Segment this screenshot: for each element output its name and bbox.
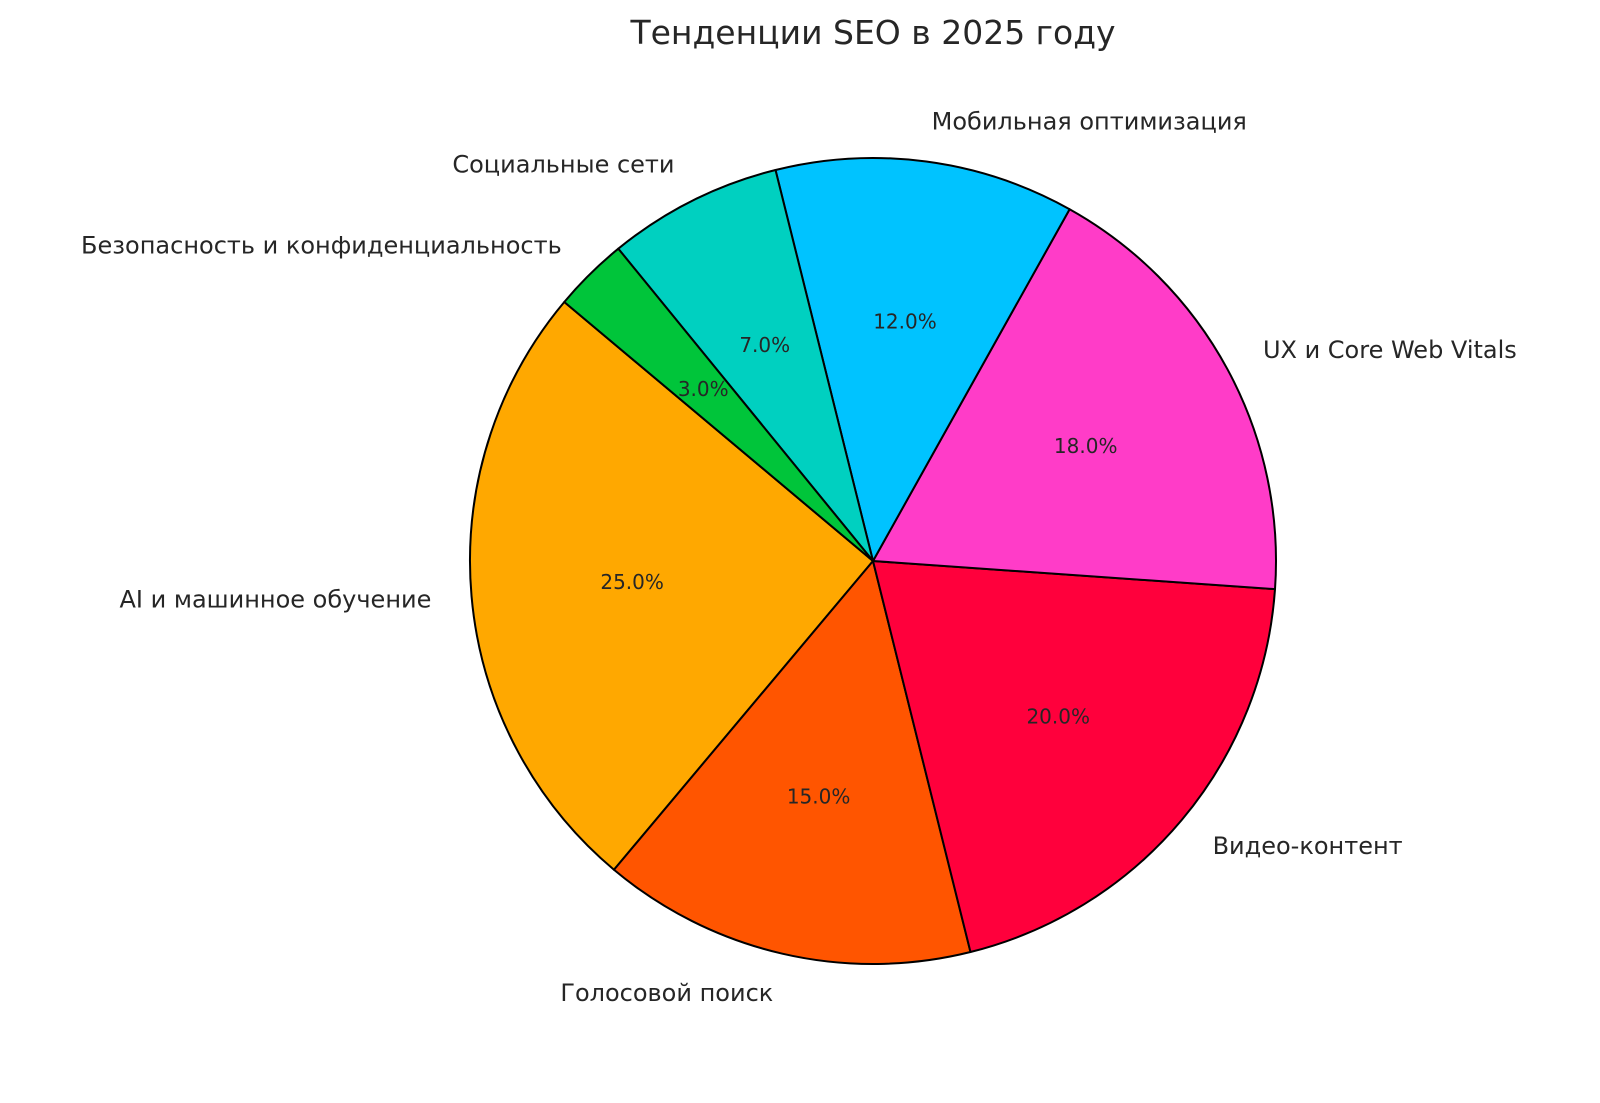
slice-label: Мобильная оптимизация xyxy=(932,108,1247,136)
pie-slice xyxy=(469,300,874,871)
slice-label: Голосовой поиск xyxy=(560,979,773,1007)
slice-percent-label: 18.0% xyxy=(1054,434,1118,458)
pie-slice xyxy=(617,168,874,562)
slice-label: AI и машинное обучение xyxy=(120,586,432,614)
slice-label: Безопасность и конфиденциальность xyxy=(81,231,562,259)
chart-title: Тенденции SEO в 2025 году xyxy=(629,13,1115,52)
slice-label: UX и Core Web Vitals xyxy=(1263,336,1517,364)
slice-label: Социальные сети xyxy=(452,151,674,179)
pie-slice xyxy=(563,247,874,562)
slice-percent-label: 3.0% xyxy=(678,377,729,401)
slice-percent-label: 15.0% xyxy=(787,785,851,809)
pie-slice xyxy=(872,208,1277,591)
slice-percent-label: 20.0% xyxy=(1026,704,1090,728)
pie-slice xyxy=(872,560,1277,954)
slice-percent-label: 25.0% xyxy=(600,570,664,594)
slice-percent-label: 12.0% xyxy=(873,309,937,333)
slice-percent-label: 7.0% xyxy=(739,333,790,357)
pie-slice xyxy=(612,560,972,965)
pie-slice xyxy=(774,157,1071,562)
slice-label: Видео-контент xyxy=(1213,832,1403,860)
